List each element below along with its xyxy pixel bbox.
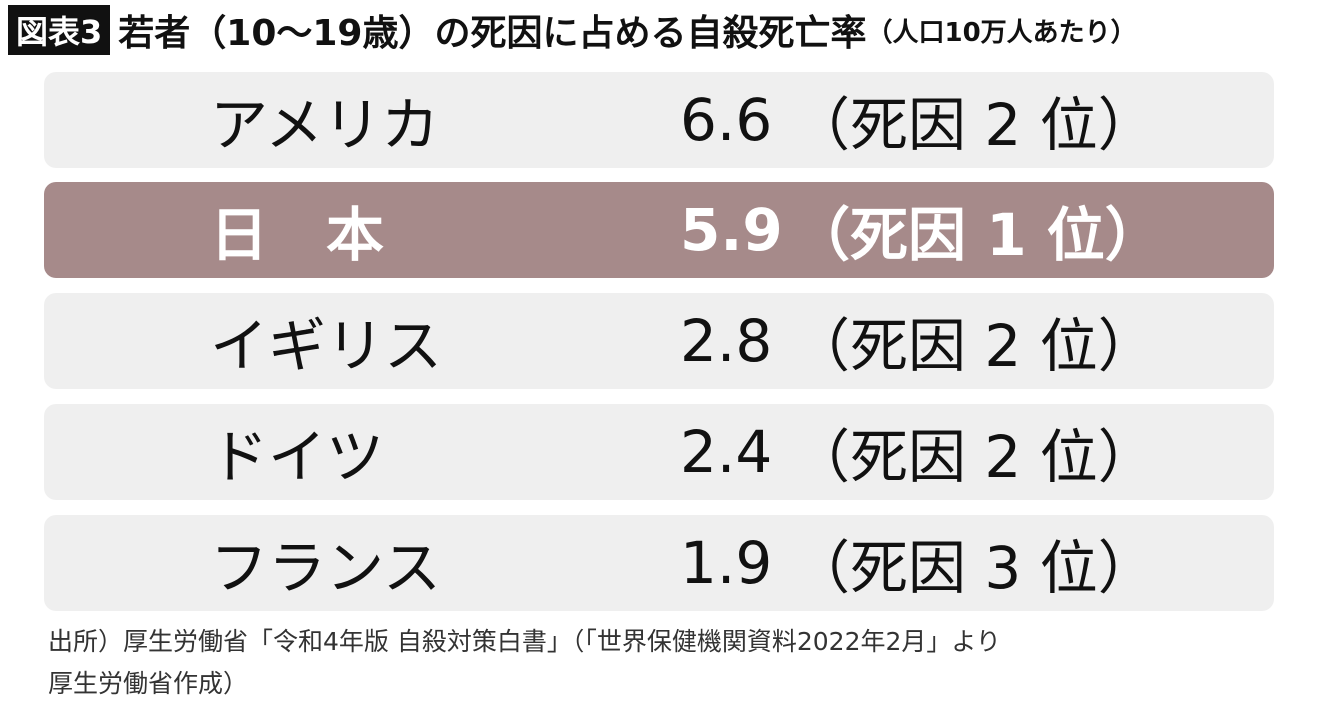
country: フランス (210, 534, 441, 602)
table-row-highlight: 日 本 5.9 （死因 1 位） (44, 182, 1274, 278)
table-row: イギリス 2.8 （死因 2 位） (44, 293, 1274, 389)
country: アメリカ (210, 91, 440, 159)
subtitle: （人口10万人あたり） (866, 17, 1137, 48)
table-row: フランス 1.9 （死因 3 位） (44, 515, 1274, 611)
rate: 6.6 (680, 86, 773, 154)
country: ドイツ (210, 423, 385, 491)
rate: 2.4 (680, 418, 773, 486)
rank: （死因 1 位） (792, 201, 1163, 269)
rate: 1.9 (680, 529, 773, 597)
source: 出所）厚生労働省「令和4年版 自殺対策白書」（「世界保健機関資料2022年2月」… (48, 627, 1001, 656)
rank: （死因 3 位） (792, 534, 1156, 602)
title: 若者（10〜19歳）の死因に占める自殺死亡率 (118, 13, 867, 54)
country: 日 本 (210, 201, 385, 269)
figure-label: 図表3 (8, 5, 111, 55)
rank: （死因 2 位） (792, 91, 1156, 159)
header: 図表3 若者（10〜19歳）の死因に占める自殺死亡率 （人口10万人あたり） (8, 5, 1137, 55)
rank: （死因 2 位） (792, 423, 1156, 491)
rank: （死因 2 位） (792, 312, 1156, 380)
rate: 5.9 (680, 196, 783, 264)
rate: 2.8 (680, 307, 773, 375)
source: 厚生労働省作成） (48, 669, 249, 698)
table-row: ドイツ 2.4 （死因 2 位） (44, 404, 1274, 500)
table-row: アメリカ 6.6 （死因 2 位） (44, 72, 1274, 168)
country: イギリス (210, 312, 443, 380)
